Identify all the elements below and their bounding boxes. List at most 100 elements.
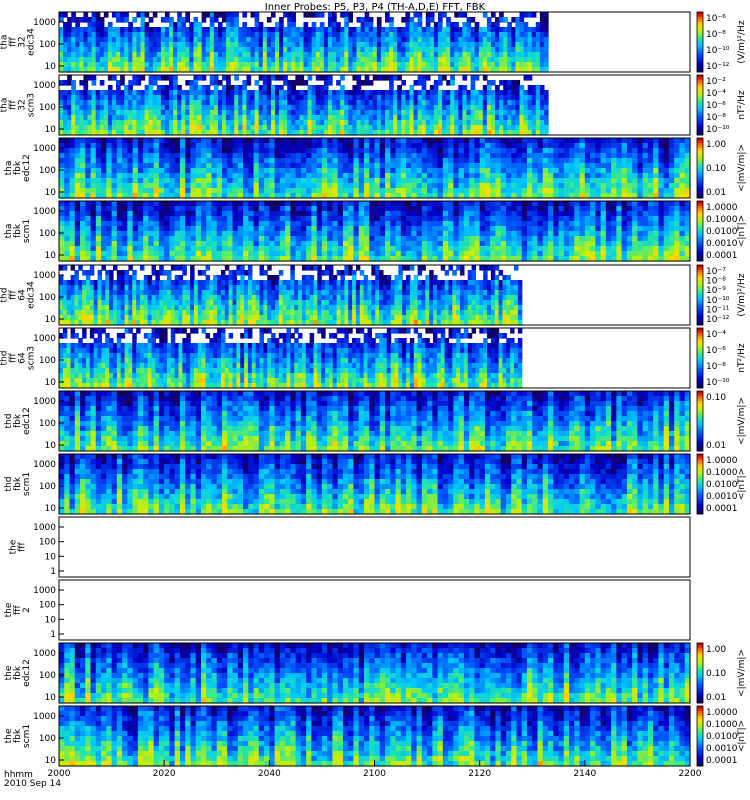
spectrogram-cell: [74, 163, 81, 169]
spectrogram-cell: [200, 173, 207, 179]
colorbar-tick-label: 10⁻¹⁰: [706, 125, 730, 135]
spectrogram-cell: [548, 193, 554, 199]
spectrogram-cell: [395, 246, 402, 252]
spectrogram-cell: [543, 125, 549, 131]
spectrogram-cell: [337, 183, 344, 189]
spectrogram-cell: [237, 143, 244, 149]
colorbar-segment: [697, 175, 703, 179]
spectrogram-cell: [385, 110, 390, 116]
spectrogram-cell: [470, 80, 476, 86]
spectrogram-cell: [179, 178, 186, 184]
spectrogram-cell: [323, 110, 329, 116]
spectrogram-cell: [160, 115, 166, 121]
spectrogram-cell: [616, 193, 623, 199]
spectrogram-cell: [616, 158, 623, 164]
spectrogram-cell: [164, 183, 171, 189]
spectrogram-cell: [584, 168, 591, 174]
spectrogram-cell: [499, 62, 504, 68]
spectrogram-cell: [106, 183, 113, 189]
spectrogram-cell: [332, 95, 337, 101]
spectrogram-cell: [311, 201, 318, 207]
spectrogram-cell: [385, 221, 391, 227]
spectrogram-cell: [448, 173, 454, 179]
spectrogram-cell: [116, 32, 121, 38]
spectrogram-cell: [537, 138, 544, 144]
spectrogram-cell: [243, 241, 249, 247]
spectrogram-cell: [539, 100, 545, 106]
spectrogram-cell: [360, 95, 366, 101]
y-tick-label: 10: [45, 125, 57, 135]
spectrogram-cell: [295, 47, 301, 53]
spectrogram-cell: [279, 62, 284, 68]
spectrogram-cell: [195, 148, 202, 154]
spectrogram-cell: [201, 90, 207, 96]
spectrogram-cell: [416, 158, 423, 164]
spectrogram-cell: [128, 32, 133, 38]
spectrogram-cell: [637, 188, 644, 194]
spectrogram-cell: [527, 110, 533, 116]
spectrogram-cell: [234, 125, 239, 131]
spectrogram-cell: [103, 90, 109, 96]
spectrogram-cell: [364, 75, 370, 81]
spectrogram-cell: [385, 216, 391, 222]
spectrogram-cell: [243, 188, 249, 194]
spectrogram-cell: [85, 251, 92, 257]
spectrogram-cell: [356, 27, 362, 33]
spectrogram-cell: [85, 216, 92, 222]
spectrogram-cell: [103, 12, 109, 18]
spectrogram-cell: [237, 173, 244, 179]
spectrogram-cell: [248, 201, 255, 207]
spectrogram-cell: [69, 158, 76, 164]
spectrogram-cell: [523, 95, 529, 101]
spectrogram-cell: [179, 256, 186, 262]
spectrogram-cell: [421, 57, 427, 63]
spectrogram-cell: [148, 120, 154, 126]
spectrogram-cell: [299, 32, 305, 38]
spectrogram-cell: [156, 42, 162, 48]
spectrogram-cell: [190, 138, 197, 144]
spectrogram-cell: [279, 188, 286, 194]
spectrogram-cell: [209, 115, 215, 121]
spectrogram-cell: [490, 163, 497, 169]
spectrogram-cell: [401, 130, 406, 136]
spectrogram-cell: [332, 143, 339, 149]
spectrogram-cell: [311, 206, 318, 212]
spectrogram-cell: [342, 168, 349, 174]
spectrogram-cell: [542, 173, 549, 179]
spectrogram-cell: [132, 188, 139, 194]
spectrogram-cell: [189, 90, 195, 96]
spectrogram-cell: [253, 143, 260, 149]
spectrogram-cell: [173, 110, 178, 116]
spectrogram-cell: [274, 110, 280, 116]
spectrogram-cell: [425, 110, 431, 116]
spectrogram-cell: [416, 163, 423, 169]
spectrogram-cell: [429, 32, 435, 38]
spectrogram-cell: [101, 211, 107, 217]
spectrogram-cell: [376, 125, 382, 131]
spectrogram-cell: [107, 27, 113, 33]
spectrogram-cell: [246, 115, 252, 121]
spectrogram-cell: [348, 193, 355, 199]
spectrogram-cell: [315, 110, 321, 116]
spectrogram-cell: [116, 226, 123, 232]
spectrogram-cell: [164, 221, 171, 227]
spectrogram-cell: [120, 80, 125, 86]
spectrogram-cells: [59, 138, 691, 199]
spectrogram-cell: [532, 168, 539, 174]
spectrogram-cell: [181, 32, 186, 38]
spectrogram-cell: [59, 168, 65, 174]
spectrogram-cell: [234, 105, 239, 111]
spectrogram-cell: [507, 130, 512, 136]
spectrogram-cell: [300, 153, 307, 159]
spectrogram-cell: [148, 231, 155, 237]
spectrogram-cell: [136, 37, 142, 43]
spectrogram-cell: [200, 153, 207, 159]
spectrogram-cell: [99, 57, 105, 63]
spectrogram-cell: [474, 110, 480, 116]
spectrogram-cell: [95, 47, 101, 53]
spectrogram-cell: [303, 52, 309, 58]
spectrogram-cell: [144, 120, 150, 126]
spectrogram-cell: [264, 231, 270, 237]
spectrogram-cell: [116, 231, 123, 237]
